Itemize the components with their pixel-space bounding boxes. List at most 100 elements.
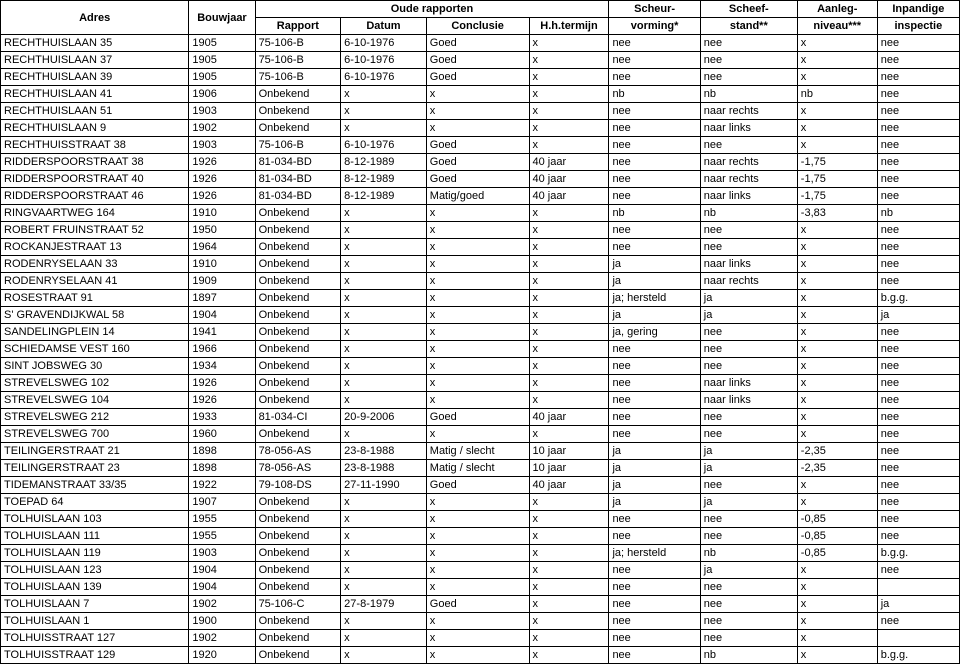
cell-conclusie: x — [426, 375, 529, 392]
cell-inpandig: nee — [877, 86, 959, 103]
cell-rapport: Onbekend — [255, 86, 341, 103]
header-aanleg-1: Aanleg- — [797, 1, 877, 18]
cell-scheef: ja — [700, 562, 797, 579]
cell-inpandig: nee — [877, 443, 959, 460]
cell-hh: x — [529, 239, 609, 256]
cell-scheef: naar links — [700, 256, 797, 273]
cell-scheef: nee — [700, 52, 797, 69]
cell-scheur: nee — [609, 647, 700, 664]
cell-adres: ROSESTRAAT 91 — [1, 290, 189, 307]
header-scheef-1: Scheef- — [700, 1, 797, 18]
cell-datum: x — [341, 545, 427, 562]
cell-conclusie: x — [426, 358, 529, 375]
cell-scheef: nb — [700, 647, 797, 664]
cell-conclusie: x — [426, 426, 529, 443]
cell-scheur: nee — [609, 358, 700, 375]
cell-conclusie: x — [426, 273, 529, 290]
cell-scheur: nee — [609, 596, 700, 613]
cell-scheur: ja — [609, 273, 700, 290]
cell-scheef: nee — [700, 426, 797, 443]
cell-bouwjaar: 1926 — [189, 188, 255, 205]
table-row: TOLHUISSTRAAT 1271902Onbekendxxxneeneex — [1, 630, 960, 647]
cell-bouwjaar: 1966 — [189, 341, 255, 358]
cell-scheef: nb — [700, 205, 797, 222]
cell-hh: 10 jaar — [529, 443, 609, 460]
cell-scheef: nee — [700, 613, 797, 630]
cell-datum: x — [341, 290, 427, 307]
cell-datum: x — [341, 307, 427, 324]
cell-adres: RODENRYSELAAN 33 — [1, 256, 189, 273]
cell-scheef: ja — [700, 460, 797, 477]
cell-bouwjaar: 1897 — [189, 290, 255, 307]
cell-conclusie: x — [426, 205, 529, 222]
cell-bouwjaar: 1910 — [189, 205, 255, 222]
table-row: ROBERT FRUINSTRAAT 521950Onbekendxxxneen… — [1, 222, 960, 239]
cell-scheur: nee — [609, 120, 700, 137]
cell-conclusie: Goed — [426, 69, 529, 86]
cell-aanleg: -0,85 — [797, 545, 877, 562]
cell-scheef: nee — [700, 511, 797, 528]
table-row: STREVELSWEG 212193381-034-CI20-9-2006Goe… — [1, 409, 960, 426]
cell-datum: x — [341, 392, 427, 409]
cell-inpandig: nee — [877, 460, 959, 477]
cell-inpandig: nee — [877, 392, 959, 409]
cell-conclusie: x — [426, 579, 529, 596]
cell-conclusie: x — [426, 494, 529, 511]
cell-rapport: Onbekend — [255, 613, 341, 630]
cell-adres: RIDDERSPOORSTRAAT 38 — [1, 154, 189, 171]
cell-bouwjaar: 1955 — [189, 511, 255, 528]
cell-inpandig: nee — [877, 426, 959, 443]
cell-datum: x — [341, 528, 427, 545]
cell-scheef: nee — [700, 528, 797, 545]
cell-scheur: nb — [609, 205, 700, 222]
cell-scheur: nee — [609, 52, 700, 69]
cell-hh: x — [529, 494, 609, 511]
cell-aanleg: x — [797, 630, 877, 647]
cell-adres: SANDELINGPLEIN 14 — [1, 324, 189, 341]
table-row: TOLHUISLAAN 1231904Onbekendxxxneejaxnee — [1, 562, 960, 579]
cell-hh: x — [529, 69, 609, 86]
cell-inpandig: b.g.g. — [877, 545, 959, 562]
cell-aanleg: x — [797, 392, 877, 409]
cell-datum: x — [341, 256, 427, 273]
cell-rapport: Onbekend — [255, 426, 341, 443]
table-row: TOLHUISLAAN 7190275-106-C27-8-1979Goedxn… — [1, 596, 960, 613]
cell-inpandig: nee — [877, 528, 959, 545]
cell-hh: x — [529, 52, 609, 69]
cell-aanleg: -1,75 — [797, 188, 877, 205]
cell-rapport: 75-106-B — [255, 35, 341, 52]
header-scheur-1: Scheur- — [609, 1, 700, 18]
cell-conclusie: Goed — [426, 154, 529, 171]
cell-adres: ROBERT FRUINSTRAAT 52 — [1, 222, 189, 239]
header-inpandig-1: Inpandige — [877, 1, 959, 18]
cell-bouwjaar: 1903 — [189, 137, 255, 154]
cell-aanleg: x — [797, 596, 877, 613]
table-row: STREVELSWEG 7001960Onbekendxxxneeneexnee — [1, 426, 960, 443]
cell-aanleg: -0,85 — [797, 528, 877, 545]
cell-scheur: nb — [609, 86, 700, 103]
table-row: RECHTHUISLAAN 411906Onbekendxxxnbnbnbnee — [1, 86, 960, 103]
cell-inpandig: nee — [877, 137, 959, 154]
cell-adres: TOLHUISLAAN 119 — [1, 545, 189, 562]
cell-scheur: nee — [609, 154, 700, 171]
cell-rapport: Onbekend — [255, 630, 341, 647]
cell-conclusie: Matig/goed — [426, 188, 529, 205]
cell-conclusie: x — [426, 324, 529, 341]
cell-adres: RECHTHUISLAAN 37 — [1, 52, 189, 69]
cell-scheef: nee — [700, 222, 797, 239]
cell-rapport: Onbekend — [255, 120, 341, 137]
cell-scheur: nee — [609, 171, 700, 188]
cell-conclusie: Goed — [426, 477, 529, 494]
cell-scheur: ja; hersteld — [609, 290, 700, 307]
cell-scheur: nee — [609, 222, 700, 239]
cell-hh: x — [529, 290, 609, 307]
cell-aanleg: x — [797, 35, 877, 52]
cell-datum: x — [341, 273, 427, 290]
cell-scheef: nb — [700, 86, 797, 103]
cell-adres: TOLHUISLAAN 1 — [1, 613, 189, 630]
cell-inpandig — [877, 630, 959, 647]
cell-datum: 23-8-1988 — [341, 460, 427, 477]
cell-scheef: nee — [700, 477, 797, 494]
cell-conclusie: Goed — [426, 52, 529, 69]
table-row: RODENRYSELAAN 411909Onbekendxxxjanaar re… — [1, 273, 960, 290]
